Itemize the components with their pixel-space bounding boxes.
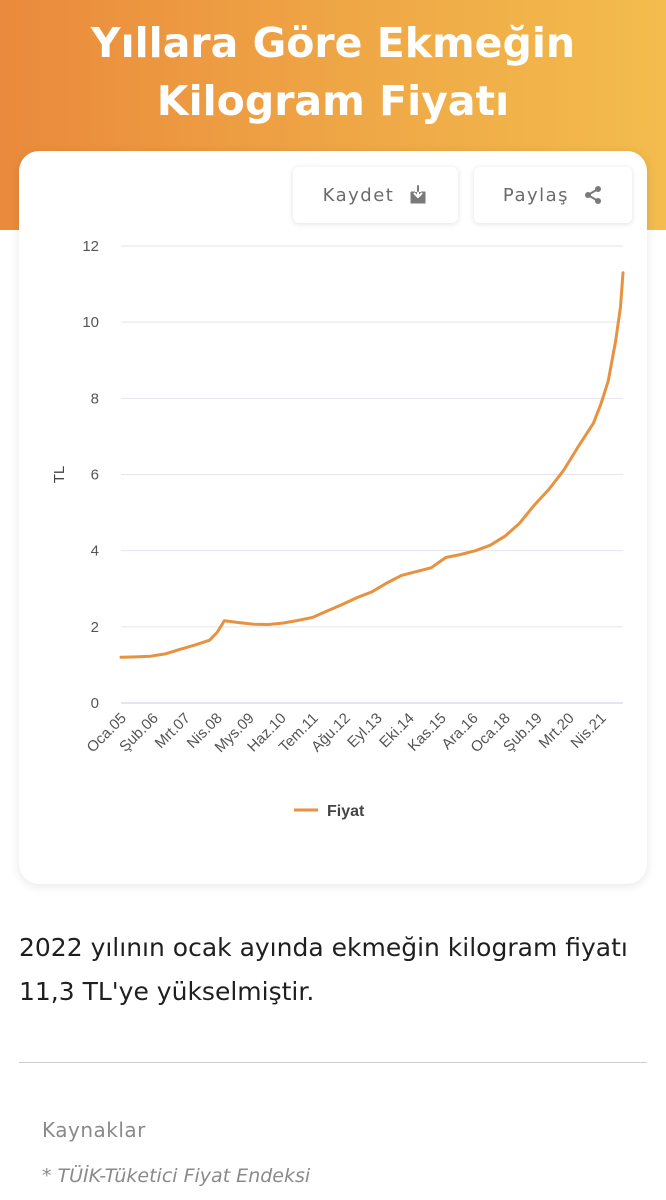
- divider: [19, 1062, 647, 1063]
- download-icon: [408, 185, 428, 205]
- chart-card: Kaydet Paylaş: [19, 151, 647, 884]
- y-tick-label: 12: [82, 238, 99, 255]
- sources-heading: Kaynaklar: [42, 1118, 146, 1142]
- chart-caption: 2022 yılının ocak ayında ekmeğin kilogra…: [19, 933, 628, 1006]
- y-axis-label: TL: [51, 466, 68, 484]
- x-tick-label: Mrt.20: [536, 710, 578, 752]
- y-tick-label: 6: [91, 467, 99, 484]
- share-icon: [583, 185, 603, 205]
- page-title-line-1: Yıllara Göre Ekmeğin: [90, 19, 576, 67]
- legend-label-fiyat: Fiyat: [327, 803, 365, 820]
- series-line-fiyat: [119, 271, 625, 659]
- y-tick-label: 2: [91, 619, 99, 636]
- x-tick-label: Eyl.13: [344, 710, 386, 752]
- page-title: Yıllara Göre Ekmeğin Kilogram Fiyatı: [0, 14, 666, 130]
- price-line-chart: 024681012TLOca.05Şub.06Mrt.07Nis.08Mys.0…: [51, 238, 625, 820]
- share-button[interactable]: Paylaş: [474, 167, 632, 223]
- x-tick-label: Nis.21: [568, 710, 610, 752]
- save-button-label: Kaydet: [322, 184, 395, 206]
- save-button[interactable]: Kaydet: [293, 167, 458, 223]
- page-title-line-2: Kilogram Fiyatı: [156, 77, 510, 125]
- y-tick-label: 8: [91, 390, 99, 407]
- x-tick-label: Mrt.07: [152, 710, 194, 752]
- share-button-label: Paylaş: [502, 184, 570, 206]
- y-tick-label: 10: [82, 314, 99, 331]
- y-tick-label: 0: [91, 695, 99, 712]
- source-item: * TÜİK-Tüketici Fiyat Endeksi: [42, 1165, 311, 1187]
- y-tick-label: 4: [91, 543, 99, 560]
